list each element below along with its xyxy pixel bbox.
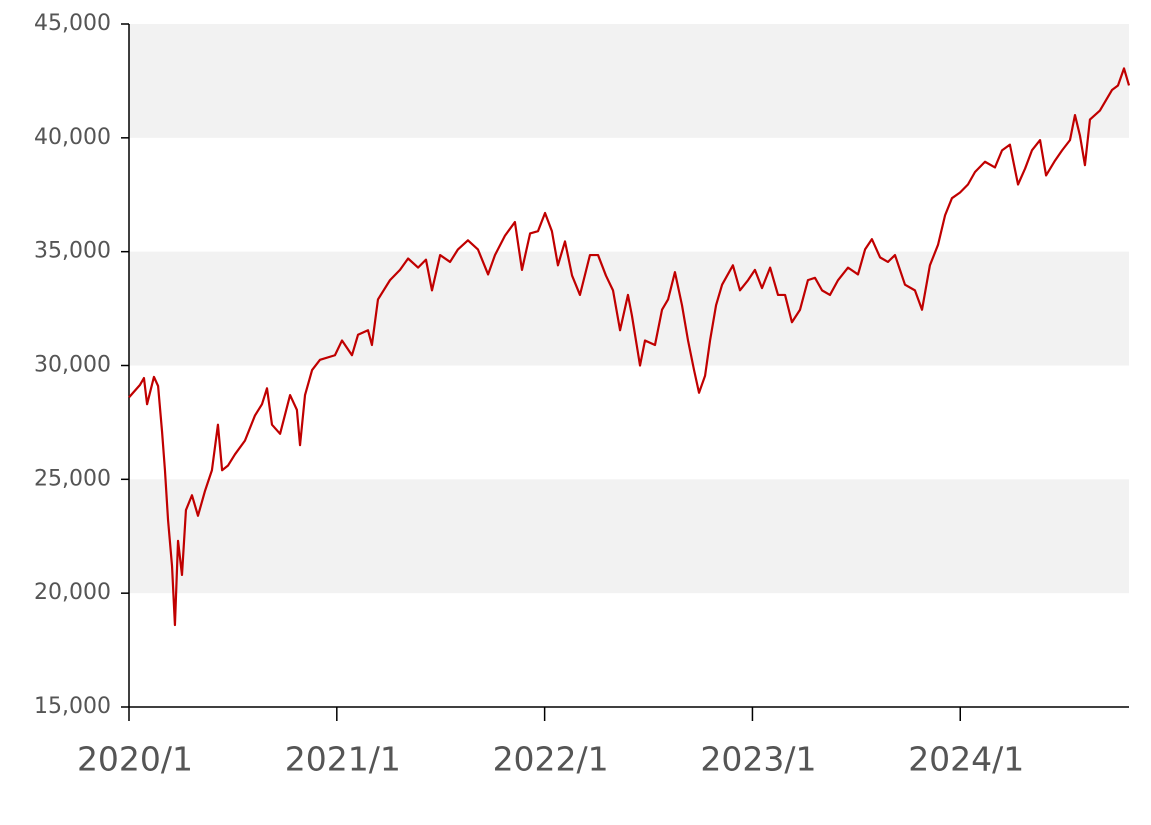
y-tick-label: 35,000 <box>34 239 111 264</box>
x-tick-label: 2020/1 <box>77 740 193 779</box>
x-tick-label: 2023/1 <box>700 740 816 779</box>
y-tick-label: 20,000 <box>34 580 111 605</box>
x-tick-label: 2024/1 <box>908 740 1024 779</box>
grid-band <box>129 251 1129 366</box>
x-tick-label: 2022/1 <box>493 740 609 779</box>
y-tick-label: 45,000 <box>34 11 111 36</box>
x-tick-label: 2021/1 <box>285 740 401 779</box>
line <box>128 67 1131 627</box>
grid-band <box>129 24 1129 138</box>
y-tick-label: 15,000 <box>34 694 111 719</box>
y-tick-label: 30,000 <box>34 353 111 378</box>
y-tick-label: 40,000 <box>34 125 111 150</box>
y-tick-label: 25,000 <box>34 466 111 491</box>
grid-band <box>129 479 1129 594</box>
